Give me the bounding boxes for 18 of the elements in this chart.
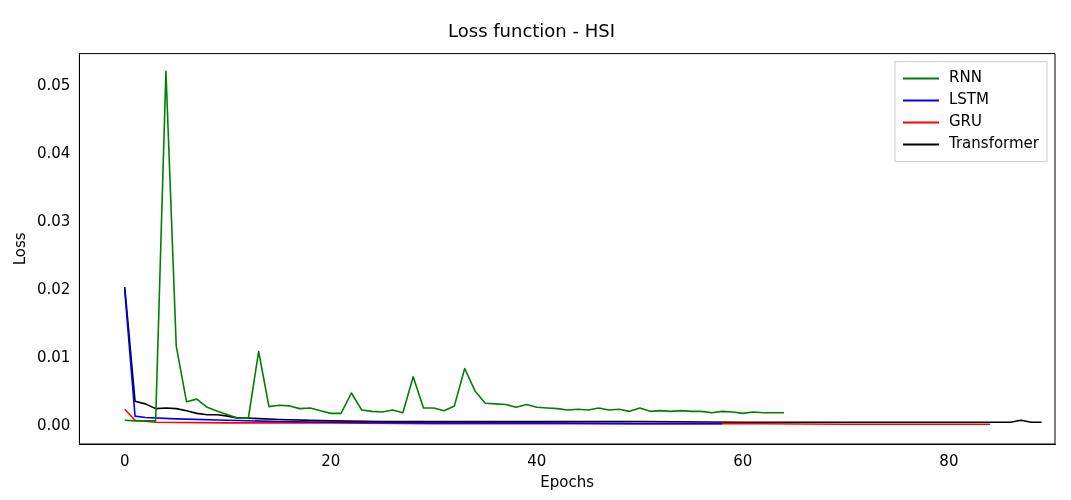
legend-label: Transformer <box>947 134 1040 153</box>
y-axis-title: Loss <box>10 232 29 266</box>
legend-label: GRU <box>948 112 983 131</box>
y-tick-label: 0.03 <box>36 212 71 231</box>
x-tick-label: 0 <box>119 451 130 470</box>
x-tick-label: 80 <box>939 451 959 470</box>
legend-label: RNN <box>948 68 982 87</box>
legend-label: LSTM <box>948 90 989 109</box>
y-tick-label: 0.05 <box>36 76 71 95</box>
y-tick-label: 0.04 <box>36 144 71 163</box>
chart-title: Loss function - HSI <box>448 20 615 42</box>
x-axis-title: Epochs <box>540 472 595 491</box>
y-tick-label: 0.01 <box>36 348 71 367</box>
y-tick-label: 0.00 <box>36 416 71 435</box>
x-tick-label: 40 <box>527 451 547 470</box>
y-tick-label: 0.02 <box>36 280 71 299</box>
x-tick-label: 60 <box>733 451 753 470</box>
x-tick-label: 20 <box>321 451 341 470</box>
